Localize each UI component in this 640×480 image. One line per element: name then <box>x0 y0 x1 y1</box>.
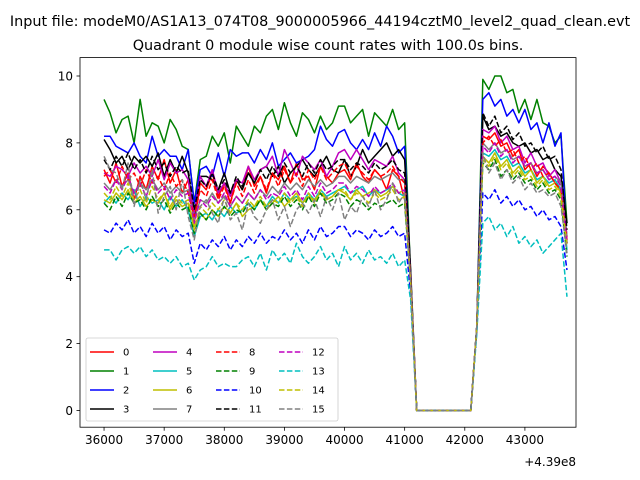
series-line-15 <box>103 152 568 412</box>
series-line-0 <box>103 132 568 412</box>
x-tick-label: 38000 <box>205 433 243 447</box>
series-line-8 <box>103 135 568 412</box>
legend-label-10: 10 <box>249 386 262 397</box>
y-tick-label: 4 <box>65 270 73 284</box>
axis-ticks: 36000 37000 38000 39000 40000 41000 42000 43000… <box>58 69 544 447</box>
chart-title: Quadrant 0 module wise count rates with … <box>133 38 524 54</box>
legend-label-14: 14 <box>312 386 325 397</box>
legend-label-12: 12 <box>312 348 325 359</box>
series-line-4 <box>103 125 568 412</box>
legend-label-3: 3 <box>123 405 129 416</box>
series-line-1 <box>103 75 568 412</box>
y-tick-label: 6 <box>65 203 73 217</box>
y-tick-label: 2 <box>65 337 73 351</box>
x-tick-label: 40000 <box>325 433 363 447</box>
legend-label-7: 7 <box>186 405 192 416</box>
legend-label-9: 9 <box>249 367 255 378</box>
x-tick-label: 39000 <box>265 433 303 447</box>
series-line-9 <box>103 158 568 412</box>
figure-suptitle: Input file: modeM0/AS1A13_074T08_9000005… <box>10 14 631 30</box>
legend-frame <box>85 337 339 422</box>
x-tick-label: 43000 <box>506 433 544 447</box>
legend-label-4: 4 <box>186 348 192 359</box>
y-tick-label: 0 <box>65 404 73 418</box>
legend-label-5: 5 <box>186 367 192 378</box>
y-tick-label: 10 <box>58 69 73 83</box>
series-line-11 <box>103 112 568 412</box>
legend-label-15: 15 <box>312 405 325 416</box>
y-tick-label: 8 <box>65 136 73 150</box>
series-line-12 <box>103 142 568 412</box>
legend-label-11: 11 <box>249 405 262 416</box>
legend-label-0: 0 <box>123 348 129 359</box>
series-line-3 <box>103 115 568 412</box>
series-layer <box>103 75 568 412</box>
series-line-7 <box>103 142 568 412</box>
x-tick-label: 42000 <box>446 433 484 447</box>
legend-label-2: 2 <box>123 386 129 397</box>
legend-label-6: 6 <box>186 386 192 397</box>
series-line-14 <box>103 155 568 412</box>
series-line-10 <box>103 188 568 412</box>
x-tick-label: 36000 <box>85 433 123 447</box>
axes-frame <box>79 57 577 428</box>
legend-label-1: 1 <box>123 367 129 378</box>
x-tick-label: 41000 <box>386 433 424 447</box>
series-line-13 <box>104 215 568 412</box>
x-tick-label: 37000 <box>145 433 183 447</box>
x-offset-label: +4.39e8 <box>524 455 576 469</box>
legend-label-8: 8 <box>249 348 255 359</box>
legend-label-13: 13 <box>312 367 325 378</box>
series-line-2 <box>104 91 568 412</box>
